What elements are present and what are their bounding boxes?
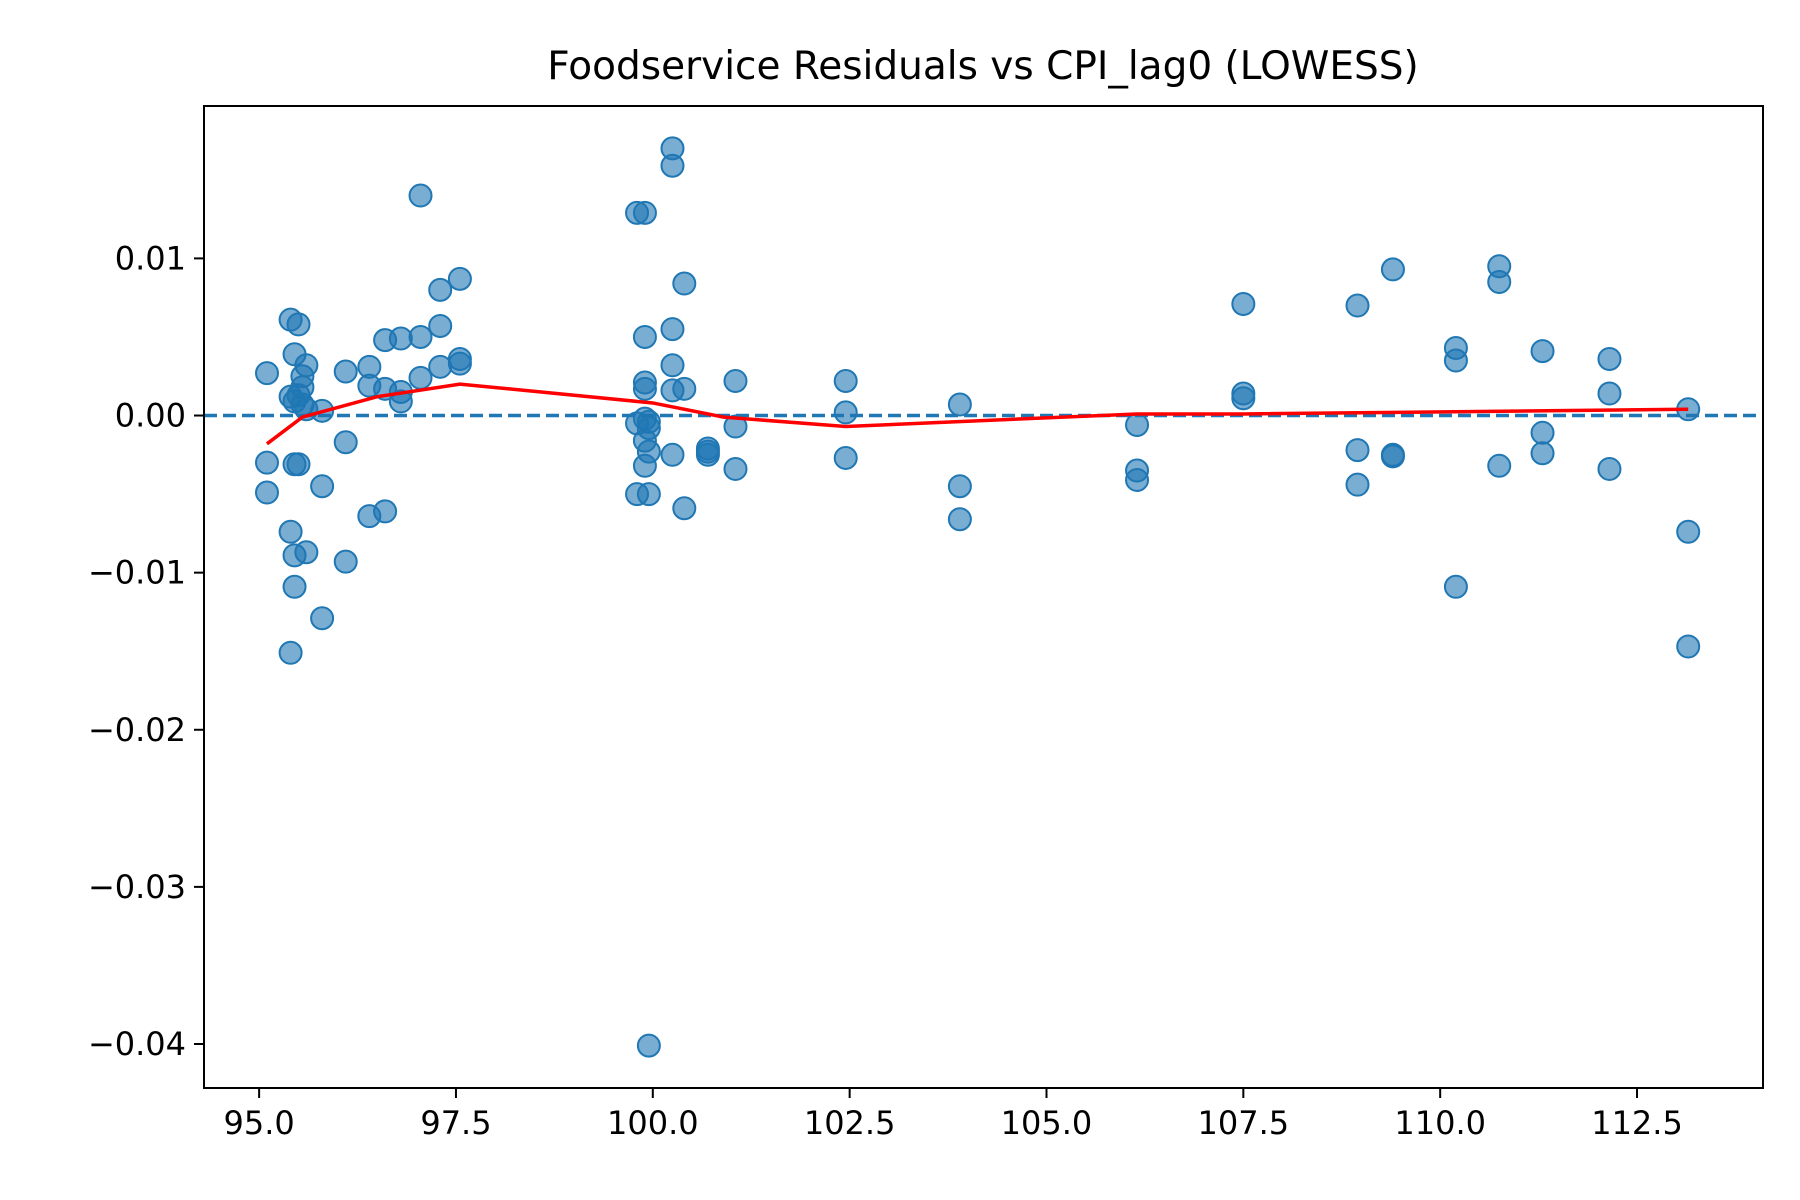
residual-point	[254, 480, 279, 505]
residual-point	[1345, 293, 1370, 318]
residual-point	[282, 574, 307, 599]
residual-point	[1676, 519, 1701, 544]
y-tick-label: 0.00	[115, 397, 186, 435]
residual-point	[1345, 438, 1370, 463]
residual-point	[278, 640, 303, 665]
residual-point	[1487, 269, 1512, 294]
residual-point	[1443, 574, 1468, 599]
residual-point	[1443, 348, 1468, 373]
residual-point	[428, 277, 453, 302]
residual-point	[278, 519, 303, 544]
y-axis-ticks: 0.01 0.00 −0.01 −0.02 −0.03 −0.04	[88, 239, 204, 1063]
residual-point	[1380, 444, 1405, 469]
residual-point	[632, 376, 657, 401]
residual-point	[447, 351, 472, 376]
residual-point	[333, 549, 358, 574]
y-tick-label: −0.01	[88, 554, 186, 592]
y-tick-label: −0.03	[88, 868, 186, 906]
residual-point	[286, 452, 311, 477]
residual-point	[333, 430, 358, 455]
residual-point	[723, 368, 748, 393]
residual-point	[947, 507, 972, 532]
y-tick-label: −0.04	[88, 1025, 186, 1063]
residual-point	[1380, 257, 1405, 282]
residual-point	[632, 200, 657, 225]
residual-point	[373, 499, 398, 524]
residual-point	[660, 317, 685, 342]
residual-point	[1487, 453, 1512, 478]
residual-point	[1125, 467, 1150, 492]
residual-point	[1345, 472, 1370, 497]
residual-point	[723, 414, 748, 439]
residual-point	[636, 416, 661, 441]
residual-point	[294, 540, 319, 565]
residual-points	[254, 136, 1701, 1058]
residual-point	[632, 324, 657, 349]
residual-point	[447, 266, 472, 291]
residual-point	[636, 439, 661, 464]
y-tick-label: −0.02	[88, 711, 186, 749]
plot-area-frame	[203, 105, 1764, 1089]
residual-point	[1530, 339, 1555, 364]
residual-point	[947, 392, 972, 417]
residual-point	[310, 606, 335, 631]
x-tick-label: 110.0	[1394, 1104, 1486, 1142]
residual-point	[636, 482, 661, 507]
residual-point	[294, 353, 319, 378]
residual-point	[286, 312, 311, 337]
residual-point	[1231, 291, 1256, 316]
residual-point	[636, 1033, 661, 1058]
x-tick-label: 105.0	[1001, 1104, 1093, 1142]
residual-point	[254, 361, 279, 386]
x-tick-label: 95.0	[223, 1104, 294, 1142]
x-tick-label: 112.5	[1591, 1104, 1683, 1142]
residual-point	[428, 313, 453, 338]
residual-point	[672, 271, 697, 296]
residual-point	[1597, 456, 1622, 481]
residual-point	[660, 442, 685, 467]
x-tick-label: 102.5	[804, 1104, 896, 1142]
residual-point	[408, 183, 433, 208]
residual-point	[408, 365, 433, 390]
lowess-curve	[265, 382, 1689, 446]
residual-point	[310, 474, 335, 499]
residual-point	[723, 456, 748, 481]
residual-point	[660, 353, 685, 378]
residual-point	[1597, 381, 1622, 406]
residual-point	[388, 326, 413, 351]
residual-point	[833, 400, 858, 425]
residual-point	[660, 153, 685, 178]
x-tick-label: 100.0	[607, 1104, 699, 1142]
residual-point	[1530, 441, 1555, 466]
residual-point	[1676, 634, 1701, 659]
residual-point	[388, 389, 413, 414]
residual-point	[254, 450, 279, 475]
residual-point	[833, 368, 858, 393]
y-tick-label: 0.01	[115, 239, 186, 277]
residual-point	[672, 376, 697, 401]
residual-point	[833, 445, 858, 470]
residual-point	[1530, 420, 1555, 445]
residual-point	[947, 474, 972, 499]
residual-point	[695, 442, 720, 467]
residual-point	[1231, 386, 1256, 411]
residual-point	[408, 324, 433, 349]
residual-point	[1597, 346, 1622, 371]
chart-title: Foodservice Residuals vs CPI_lag0 (LOWES…	[547, 44, 1418, 89]
residual-point	[333, 359, 358, 384]
x-tick-label: 107.5	[1198, 1104, 1290, 1142]
residual-point	[1125, 412, 1150, 437]
x-tick-label: 97.5	[420, 1104, 491, 1142]
residual-point	[672, 496, 697, 521]
x-axis-ticks: 95.0 97.5 100.0 102.5 105.0 107.5 110.0 112.5	[223, 1088, 1683, 1142]
